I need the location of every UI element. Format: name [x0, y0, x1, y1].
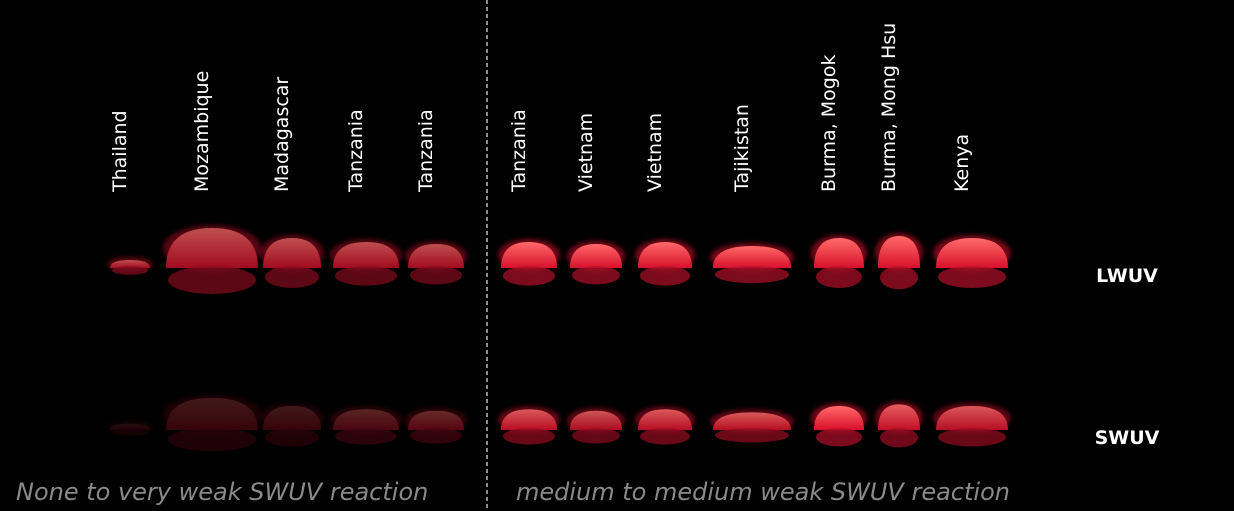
gem-reflection	[938, 428, 1006, 447]
gem	[875, 401, 923, 448]
gem-body	[814, 406, 864, 430]
gem-reflection	[112, 266, 148, 275]
gem	[635, 406, 695, 445]
gem	[260, 235, 324, 288]
gem	[107, 257, 153, 275]
gem-body	[713, 412, 791, 430]
sample-label: Thailand	[109, 110, 131, 193]
gem-reflection	[880, 266, 918, 290]
gem	[875, 233, 923, 290]
gem-body	[570, 244, 622, 268]
gem-body	[501, 242, 557, 268]
gem-body	[333, 409, 399, 430]
gem	[811, 235, 867, 288]
gem	[260, 403, 324, 447]
sample-label: Madagascar	[271, 77, 293, 192]
gem-body	[638, 409, 692, 430]
gem-body	[878, 236, 920, 268]
sample-label: Tanzania	[415, 109, 437, 193]
gem	[163, 395, 261, 452]
gem-body	[936, 238, 1008, 268]
gem-reflection	[572, 266, 620, 285]
gem-body	[814, 238, 864, 268]
row-label: LWUV	[1096, 265, 1158, 287]
gem	[567, 241, 625, 285]
gem-reflection	[410, 428, 462, 444]
gem-reflection	[816, 266, 862, 288]
gem-reflection	[640, 428, 690, 445]
gem-body	[333, 242, 399, 268]
gem-body	[878, 404, 920, 430]
gem-body	[501, 409, 557, 430]
gem	[498, 406, 560, 445]
gem-body	[408, 244, 464, 268]
gem-reflection	[265, 428, 319, 447]
sample-label: Vietnam	[644, 113, 666, 192]
gem-reflection	[335, 428, 397, 445]
gem-reflection	[503, 266, 555, 286]
gem	[405, 241, 467, 285]
gem	[405, 407, 467, 444]
gem	[163, 225, 261, 294]
gem-rows	[107, 225, 1011, 452]
gem-body	[263, 238, 321, 268]
sample-label: Kenya	[951, 134, 973, 192]
sample-label: Burma, Mong Hsu	[878, 23, 900, 192]
gem-reflection	[265, 266, 319, 288]
gem	[567, 407, 625, 444]
gem	[710, 243, 794, 284]
gem-reflection	[503, 428, 555, 445]
gem-reflection	[168, 428, 256, 452]
gem-body	[110, 423, 150, 430]
gem-reflection	[715, 428, 789, 443]
gem-body	[408, 410, 464, 430]
sample-labels: Thailand Mozambique Madagascar Tanzania Tanz…	[109, 23, 973, 193]
gem-body	[263, 406, 321, 430]
gem-reflection	[335, 266, 397, 286]
gem-reflection	[112, 428, 148, 436]
gem-reflection	[572, 428, 620, 444]
gem-reflection	[640, 266, 690, 286]
caption: None to very weak SWUV reaction	[16, 478, 428, 506]
gem	[635, 239, 695, 286]
gem-body	[638, 242, 692, 268]
sample-label: Tanzania	[508, 109, 530, 193]
row-label: SWUV	[1095, 427, 1160, 449]
caption: medium to medium weak SWUV reaction	[516, 478, 1010, 506]
gem	[933, 403, 1011, 447]
gem-reflection	[938, 266, 1006, 288]
gem-reflection	[168, 266, 256, 294]
gem	[330, 239, 402, 286]
gem-body	[936, 406, 1008, 430]
gem	[933, 235, 1011, 288]
gem	[811, 403, 867, 447]
gem	[710, 409, 794, 443]
gem-reflection	[880, 428, 918, 448]
sample-label: Tanzania	[345, 109, 367, 193]
gem-reflection	[816, 428, 862, 447]
gem-reflection	[410, 266, 462, 285]
sample-label: Vietnam	[575, 113, 597, 192]
gem-body	[166, 228, 258, 268]
gem-reflection	[715, 266, 789, 284]
gem-body	[570, 410, 622, 430]
sample-label: Mozambique	[191, 71, 213, 192]
gem-body	[110, 260, 150, 268]
gem-body	[166, 398, 258, 430]
gem	[330, 406, 402, 445]
sample-label: Burma, Mogok	[818, 55, 840, 193]
sample-label: Tajikistan	[731, 104, 753, 193]
gem-body	[713, 246, 791, 268]
gem	[498, 239, 560, 286]
gem	[107, 420, 153, 436]
